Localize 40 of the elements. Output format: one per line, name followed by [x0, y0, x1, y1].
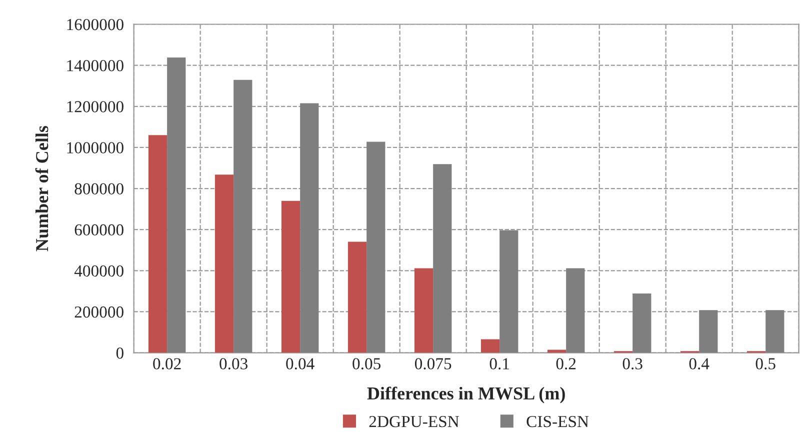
bar	[414, 268, 434, 353]
x-tick-label: 0.2	[556, 358, 576, 370]
y-tick-label: 600000	[74, 224, 124, 236]
legend-label: CIS-ESN	[526, 416, 589, 428]
x-tick-label: 0.02	[153, 358, 181, 370]
x-tick-label: 0.5	[756, 358, 776, 370]
bar	[148, 135, 168, 353]
x-tick-label: 0.1	[490, 358, 509, 370]
bar	[766, 310, 784, 353]
x-tick-label: 0.03	[220, 358, 248, 370]
bar	[632, 293, 652, 353]
y-axis-title: Number of Cells	[35, 126, 48, 252]
y-tick-label: 400000	[74, 265, 124, 277]
y-tick-label: 0	[116, 348, 124, 359]
x-tick-label: 0.05	[352, 358, 381, 370]
y-tick-label: 200000	[74, 306, 124, 318]
y-tick-label: 1000000	[67, 142, 124, 154]
bar	[214, 174, 234, 353]
y-tick-label: 1600000	[67, 18, 124, 30]
bar	[348, 242, 367, 353]
x-tick-label: 0.04	[286, 358, 314, 370]
bar	[281, 200, 300, 353]
bar	[234, 80, 252, 353]
bar	[566, 268, 585, 353]
x-tick-label: 0.4	[689, 358, 710, 370]
bar	[433, 164, 452, 353]
y-tick-label: 800000	[74, 183, 124, 194]
legend-label: 2DGPU-ESN	[369, 416, 459, 428]
y-tick-label: 1200000	[67, 101, 124, 112]
bar	[547, 350, 566, 353]
x-tick-label: 0.075	[414, 358, 452, 370]
bar	[167, 58, 186, 353]
bar	[480, 339, 500, 353]
y-tick-label: 1400000	[67, 60, 124, 72]
bar	[300, 103, 319, 353]
bar	[366, 142, 386, 353]
bar	[699, 310, 718, 353]
x-axis-title: Differences in MWSL (m)	[367, 386, 565, 404]
bar	[500, 230, 518, 353]
x-tick-label: 0.3	[622, 358, 642, 370]
